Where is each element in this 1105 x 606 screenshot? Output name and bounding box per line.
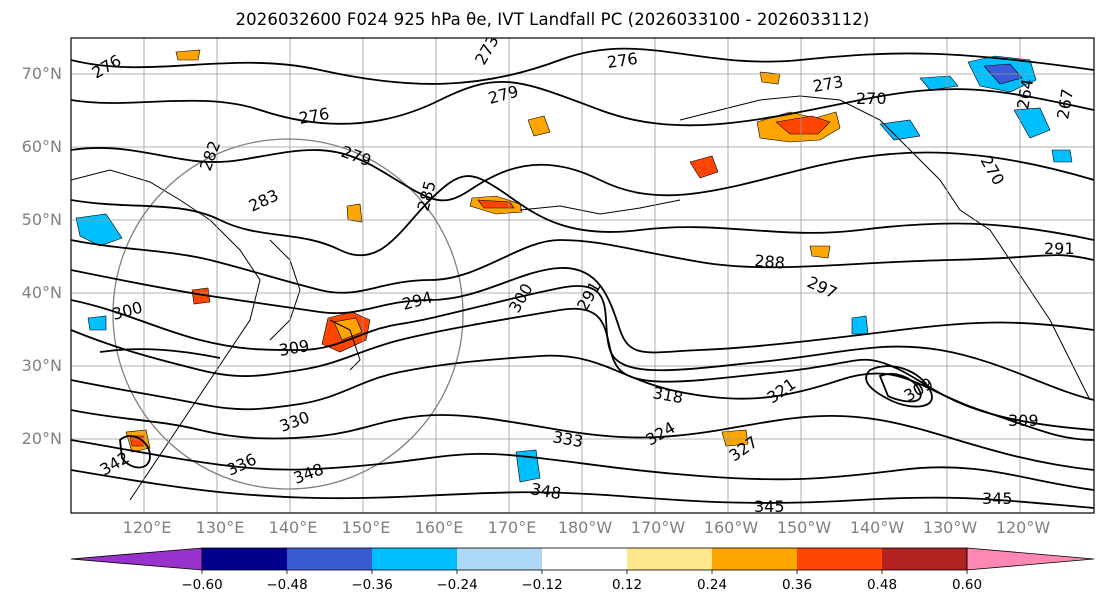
lat-label-60n: 60°N (21, 137, 62, 156)
anomaly-patch-negative (879, 119, 921, 141)
lon-label: 130°W (922, 518, 978, 537)
anomaly-patch-positive (759, 71, 781, 85)
lon-label: 120°E (122, 518, 172, 537)
contour-label: 345 (982, 489, 1013, 508)
lat-label-70n: 70°N (21, 64, 62, 83)
anomaly-patch-negative (1051, 149, 1073, 163)
map-title: 2026032600 F024 925 hPa θe, IVT Landfall… (235, 10, 870, 29)
anomaly-patch-positive (191, 287, 211, 305)
lon-label: 160°W (703, 518, 759, 537)
lon-label: 170°E (487, 518, 537, 537)
colorbar-tick-label: −0.24 (436, 577, 478, 593)
anomaly-patch-positive (175, 49, 201, 61)
contour-label: 276 (606, 49, 639, 72)
colorbar-tick-label: −0.12 (521, 577, 563, 593)
lat-label-20n: 20°N (21, 429, 62, 448)
colorbar-segment (542, 548, 627, 570)
lon-label: 160°E (414, 518, 464, 537)
colorbar-segment (712, 548, 797, 570)
colorbar (70, 547, 1095, 574)
colorbar-tick-label: 0.48 (866, 577, 898, 593)
theta-e-contours (71, 47, 1094, 509)
lat-label-40n: 40°N (21, 283, 62, 302)
colorbar-tick-label: 0.60 (951, 577, 983, 593)
contour-label: 288 (754, 251, 786, 273)
lon-label: 170°W (630, 518, 686, 537)
anomaly-patch-positive (775, 115, 831, 135)
anomaly-patch-negative (919, 75, 959, 91)
anomaly-patch-positive (721, 429, 749, 447)
lon-label: 130°E (195, 518, 245, 537)
colorbar-tick-label: 0.36 (781, 577, 813, 593)
anomaly-patch-negative (851, 315, 869, 335)
lat-label-30n: 30°N (21, 356, 62, 375)
anomaly-patch-positive (477, 199, 515, 209)
colorbar-segment (372, 548, 457, 570)
anomaly-patch-negative (515, 449, 541, 483)
lon-label: 140°W (849, 518, 905, 537)
lat-label-50n: 50°N (21, 210, 62, 229)
lon-label: 180°W (557, 518, 613, 537)
colorbar-tick-label: 0.24 (696, 577, 728, 593)
colorbar-tick-label: −0.60 (181, 577, 223, 593)
colorbar-segment (457, 548, 542, 570)
contour-label: 345 (754, 497, 785, 516)
colorbar-segment (797, 548, 882, 570)
colorbar-segment (882, 548, 967, 570)
colorbar-tick-label: −0.36 (351, 577, 393, 593)
anomaly-patch-positive (809, 245, 831, 259)
lon-label: 140°E (268, 518, 318, 537)
colorbar-tick-label: −0.48 (266, 577, 308, 593)
anomaly-patch-negative (1013, 107, 1051, 139)
lon-label: 150°W (776, 518, 832, 537)
colorbar-extend-left (70, 547, 203, 571)
graticule (71, 38, 1094, 513)
contour-label: 291 (1044, 239, 1075, 258)
contour-label: 309 (1008, 411, 1039, 430)
colorbar-tick-label: 0.12 (611, 577, 643, 593)
map-frame (70, 37, 1095, 514)
anomaly-patch-negative (75, 213, 123, 247)
coastlines (71, 95, 1091, 501)
colorbar-frame (201, 547, 968, 571)
colorbar-extend-right (966, 547, 1095, 571)
lon-label: 120°W (995, 518, 1051, 537)
anomaly-patch-positive (689, 155, 719, 179)
lon-label: 150°E (341, 518, 391, 537)
colorbar-segment (202, 548, 287, 570)
anomaly-patch-positive (346, 203, 363, 223)
anomaly-patch-negative (87, 315, 107, 331)
colorbar-segment (627, 548, 712, 570)
range-circle (112, 138, 464, 490)
anomaly-patch-positive (527, 115, 551, 137)
colorbar-segment (287, 548, 372, 570)
contour-label: 270 (856, 89, 887, 108)
